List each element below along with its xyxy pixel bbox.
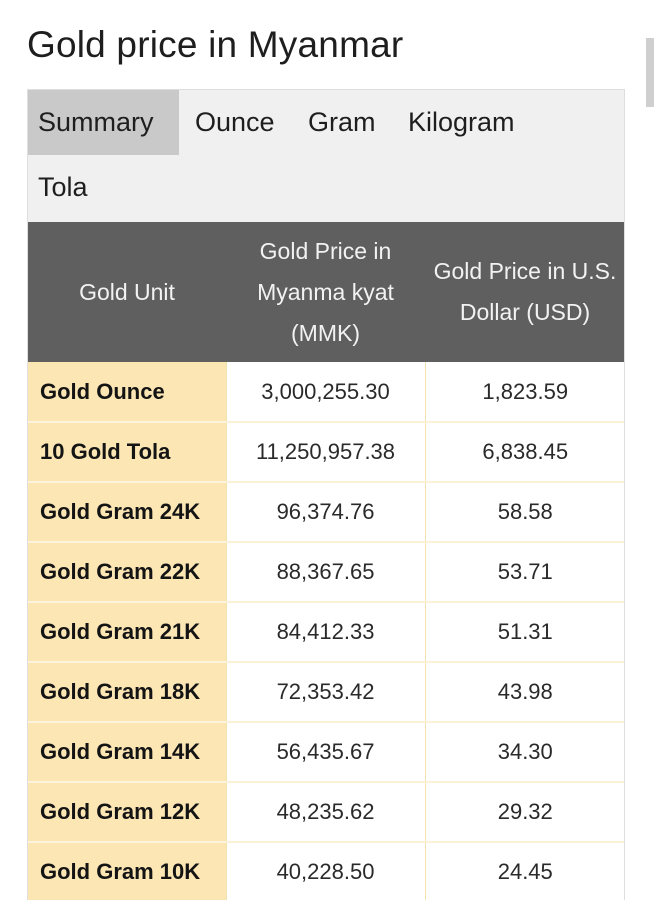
table-row: Gold Gram 22K 88,367.65 53.71: [28, 542, 624, 603]
header-price-mmk: Gold Price in Myanma kyat (MMK): [226, 222, 425, 362]
unit-cell: Gold Gram 21K: [28, 602, 227, 663]
gold-price-table: Gold Unit Gold Price in Myanma kyat (MMK…: [28, 222, 624, 900]
price-usd-cell: 43.98: [425, 662, 624, 723]
gold-price-widget: Summary Ounce Gram Kilogram Tola Gold Un…: [27, 89, 625, 900]
table-row: Gold Gram 12K 48,235.62 29.32: [28, 782, 624, 843]
price-usd-cell: 58.58: [425, 482, 624, 543]
table-row: Gold Gram 24K 96,374.76 58.58: [28, 482, 624, 543]
table-row: Gold Gram 21K 84,412.33 51.31: [28, 602, 624, 663]
price-usd-cell: 53.71: [425, 542, 624, 603]
scrollbar-thumb[interactable]: [646, 38, 654, 107]
unit-cell: Gold Gram 22K: [28, 542, 227, 603]
price-mmk-cell: 72,353.42: [226, 662, 426, 723]
table-row: Gold Gram 10K 40,228.50 24.45: [28, 842, 624, 900]
table-header-row: Gold Unit Gold Price in Myanma kyat (MMK…: [28, 222, 624, 362]
tab-gram[interactable]: Gram: [308, 107, 376, 137]
price-mmk-cell: 11,250,957.38: [226, 422, 426, 483]
table-row: Gold Gram 14K 56,435.67 34.30: [28, 722, 624, 783]
unit-cell: Gold Gram 24K: [28, 482, 227, 543]
unit-tabs: Summary Ounce Gram Kilogram Tola: [28, 90, 624, 222]
price-mmk-cell: 88,367.65: [226, 542, 426, 603]
price-usd-cell: 29.32: [425, 782, 624, 843]
price-usd-cell: 24.45: [425, 842, 624, 900]
price-usd-cell: 6,838.45: [425, 422, 624, 483]
table-row: 10 Gold Tola 11,250,957.38 6,838.45: [28, 422, 624, 483]
table-row: Gold Ounce 3,000,255.30 1,823.59: [28, 362, 624, 423]
unit-cell: Gold Ounce: [28, 362, 227, 423]
tab-ounce[interactable]: Ounce: [195, 107, 275, 137]
header-gold-unit: Gold Unit: [28, 222, 226, 362]
price-mmk-cell: 84,412.33: [226, 602, 426, 663]
unit-cell: Gold Gram 14K: [28, 722, 227, 783]
price-mmk-cell: 56,435.67: [226, 722, 426, 783]
tab-summary[interactable]: Summary: [28, 90, 179, 155]
price-usd-cell: 34.30: [425, 722, 624, 783]
price-mmk-cell: 3,000,255.30: [226, 362, 426, 423]
table-row: Gold Gram 18K 72,353.42 43.98: [28, 662, 624, 723]
price-usd-cell: 1,823.59: [425, 362, 624, 423]
unit-cell: Gold Gram 10K: [28, 842, 227, 900]
unit-cell: 10 Gold Tola: [28, 422, 227, 483]
tab-kilogram[interactable]: Kilogram: [408, 107, 515, 137]
header-price-usd: Gold Price in U.S. Dollar (USD): [425, 222, 624, 362]
price-mmk-cell: 48,235.62: [226, 782, 426, 843]
page-title: Gold price in Myanmar: [27, 24, 404, 65]
unit-cell: Gold Gram 12K: [28, 782, 227, 843]
tab-tola[interactable]: Tola: [38, 172, 88, 202]
price-usd-cell: 51.31: [425, 602, 624, 663]
unit-cell: Gold Gram 18K: [28, 662, 227, 723]
price-mmk-cell: 96,374.76: [226, 482, 426, 543]
price-mmk-cell: 40,228.50: [226, 842, 426, 900]
